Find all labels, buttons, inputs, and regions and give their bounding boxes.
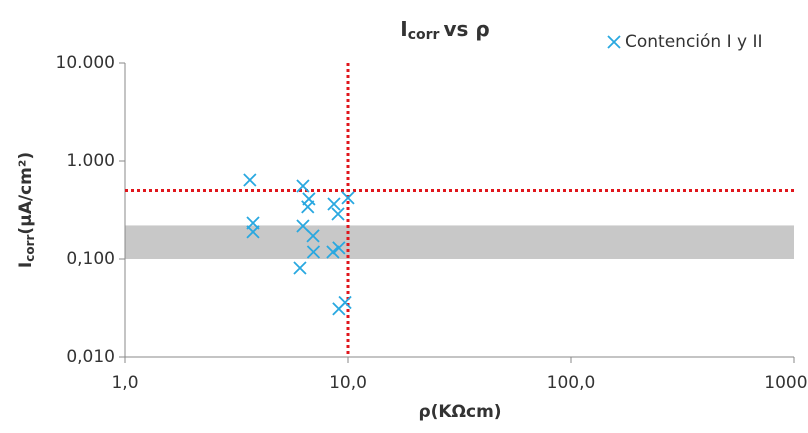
title-rest: vs ρ bbox=[443, 17, 489, 41]
y-tick-label: 1.000 bbox=[66, 151, 115, 171]
legend-label: Contención I y II bbox=[625, 32, 763, 52]
point bbox=[341, 191, 355, 205]
x-tick-label: 1,0 bbox=[111, 373, 138, 393]
point bbox=[327, 197, 341, 211]
point bbox=[331, 207, 345, 221]
x-axis-label: ρ(KΩcm) bbox=[418, 402, 501, 422]
y-axis-label: Icorr(µA/cm²) bbox=[16, 152, 37, 268]
ylabel-base: I bbox=[16, 262, 36, 268]
y-tick-label: 10.000 bbox=[56, 53, 115, 73]
point bbox=[326, 245, 340, 259]
band bbox=[125, 225, 794, 259]
x-tick-label: 10,0 bbox=[329, 373, 367, 393]
point bbox=[246, 225, 260, 239]
y-tick-label: 0,010 bbox=[66, 347, 115, 367]
ylabel-rest: (µA/cm²) bbox=[16, 152, 36, 235]
point bbox=[338, 295, 352, 310]
y-tick-label: 0,100 bbox=[66, 249, 115, 269]
title-base: I bbox=[400, 17, 407, 41]
point bbox=[293, 261, 307, 275]
ylabel-sub: corr bbox=[23, 234, 37, 261]
point bbox=[332, 241, 346, 255]
x-tick-label: 100,0 bbox=[547, 373, 596, 393]
point bbox=[306, 245, 321, 259]
legend-marker bbox=[607, 35, 621, 49]
x-tick-label: 1000,0 bbox=[764, 373, 808, 393]
chart-title: Icorr vs ρ bbox=[400, 17, 489, 44]
point bbox=[296, 179, 310, 193]
title-sub: corr bbox=[408, 27, 440, 43]
point bbox=[301, 200, 315, 214]
point bbox=[306, 229, 320, 243]
point bbox=[243, 173, 257, 187]
